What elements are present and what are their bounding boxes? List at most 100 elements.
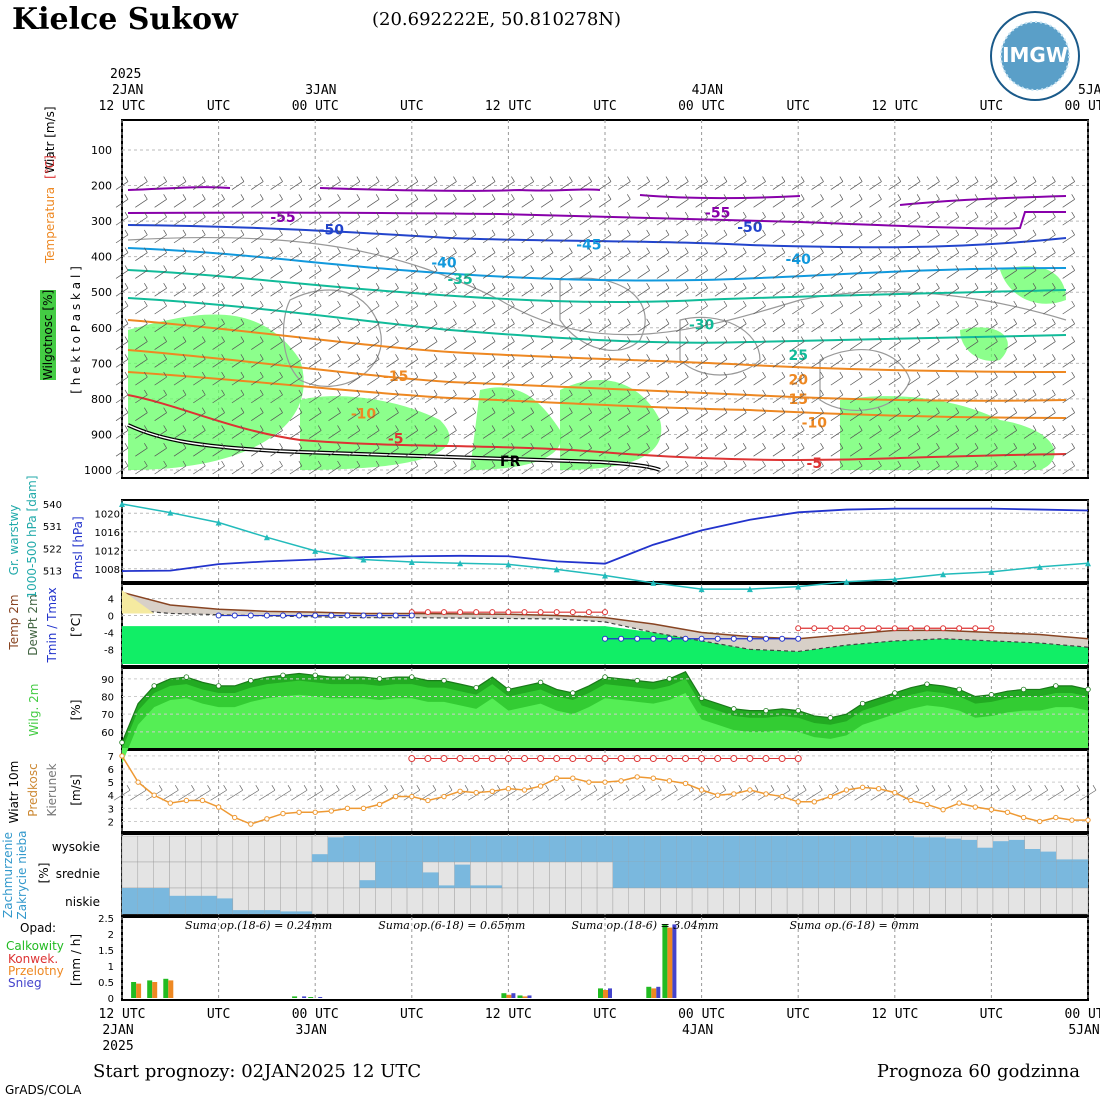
cloud-cover-bar	[707, 836, 724, 862]
wind-barb	[811, 211, 824, 226]
wind-barb	[1023, 443, 1037, 457]
wind-barb	[212, 460, 225, 475]
tminmax-marker	[280, 612, 286, 619]
wind-barb	[289, 211, 303, 226]
precip-passing-bar	[651, 988, 657, 998]
wind-barb	[193, 407, 206, 421]
wind-barb	[444, 443, 457, 457]
cloud-cell-bg	[295, 887, 313, 915]
wind-barb	[811, 354, 824, 368]
wind-barb	[444, 460, 457, 475]
wind-barb	[618, 229, 631, 244]
tminmax-marker	[489, 609, 496, 616]
thickness-tick: 531	[43, 522, 62, 533]
wind-barb	[251, 371, 264, 386]
wind-barb	[482, 389, 496, 404]
wind-barb	[792, 265, 805, 279]
isotherm-label: 15	[788, 392, 807, 408]
wind-barb	[386, 425, 399, 439]
wind-barb	[347, 371, 361, 386]
wind-barb	[482, 229, 496, 244]
wind-barb	[579, 265, 592, 279]
precip-total-bar	[292, 996, 298, 998]
wind-barb	[907, 300, 921, 315]
tminmax-marker	[247, 612, 254, 619]
wind-barb	[424, 176, 438, 190]
cloud-cover-bar	[1040, 851, 1057, 862]
wind-barb	[540, 460, 554, 475]
cloud-cell-bg	[470, 887, 487, 915]
precip-tick: 0	[108, 994, 114, 1005]
wind-barb	[444, 389, 457, 404]
wind-barb	[1062, 265, 1075, 279]
wind-barb	[212, 354, 225, 368]
wind-barb	[405, 389, 419, 404]
wind-speed-marker	[763, 791, 769, 797]
wind-barb	[869, 247, 882, 261]
label-tmintmax: Tmin / Tmax	[45, 587, 59, 663]
wind-barb	[309, 425, 322, 439]
wind-barb	[463, 265, 477, 279]
bottom-time-label: 12 UTC	[871, 1007, 918, 1022]
wind-barb	[656, 211, 670, 226]
cloud-cover-bar	[1072, 862, 1088, 888]
wind-barb	[289, 407, 303, 421]
bottom-time-label: 00 UTC	[678, 1007, 725, 1022]
wind-speed-line	[121, 755, 1088, 825]
cloud-cell-bg	[1071, 887, 1089, 915]
rh-marker	[731, 706, 737, 712]
wind-barb	[366, 443, 380, 457]
wind-barb	[579, 194, 592, 208]
humidity-patch	[960, 327, 1008, 361]
imgw-logo: IMGW	[990, 11, 1080, 101]
tminmax-marker	[875, 625, 882, 632]
cloud-cell-bg	[359, 887, 376, 915]
wind-barb	[115, 443, 129, 457]
wind-barb	[888, 247, 902, 261]
wind-barb	[907, 283, 921, 297]
wind-barb	[173, 194, 187, 208]
wind-barb	[270, 354, 283, 368]
tminmax-marker	[505, 609, 512, 616]
cloud-cover-bar	[1056, 862, 1073, 888]
wind-barb	[714, 354, 728, 368]
wind10m-barb	[951, 785, 968, 801]
wind-barb	[1004, 211, 1018, 226]
wind-barb	[869, 389, 882, 404]
thickness-marker	[1036, 563, 1043, 570]
wind-barb	[579, 460, 592, 475]
wind-speed-marker	[537, 783, 544, 789]
wind-barb	[714, 283, 728, 297]
wind-barb	[386, 300, 399, 315]
cloud-cover-bar	[438, 885, 455, 888]
wind-barb	[637, 265, 650, 279]
wind-barb	[521, 300, 535, 315]
rh-marker	[344, 674, 351, 680]
wind10m-barb	[1015, 785, 1032, 801]
wind-barb	[598, 176, 612, 190]
cloud-cover-bar	[470, 885, 487, 888]
wind-barb	[212, 407, 225, 421]
rh-marker	[151, 683, 157, 689]
wind-barb	[482, 194, 496, 208]
wind-barb	[830, 211, 844, 226]
wind-barb	[734, 389, 747, 404]
wind-barb	[328, 300, 341, 315]
upper-y-tick: 900	[91, 428, 112, 441]
wind-barb	[772, 194, 786, 208]
wind-barb	[695, 247, 708, 261]
top-time-label: UTC	[400, 99, 423, 114]
tminmax-marker	[730, 635, 737, 642]
isotherm-label: -5	[807, 456, 823, 472]
cloud-cover-bar	[1008, 862, 1025, 888]
wind-barb	[792, 300, 805, 315]
wind-barb	[830, 354, 844, 368]
precip-tick: 2	[108, 930, 114, 941]
wind-speed-marker	[425, 797, 431, 804]
wind-barb	[212, 318, 225, 333]
wind-barb	[309, 265, 322, 279]
wind-barb	[579, 176, 592, 190]
cloud-cell-bg	[185, 835, 202, 863]
tminmax-marker	[940, 625, 947, 632]
wind-barb	[193, 336, 206, 350]
